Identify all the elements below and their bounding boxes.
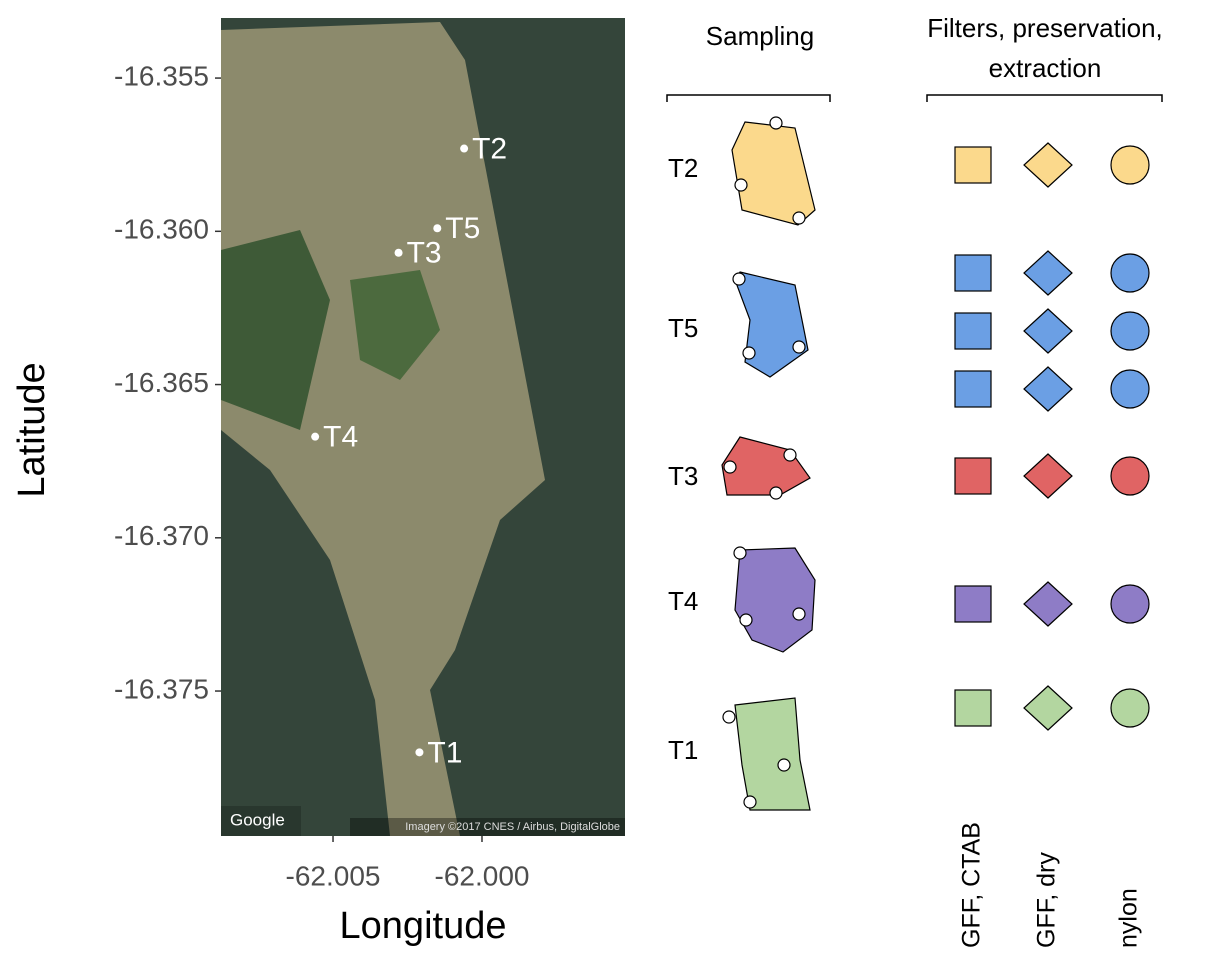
replicate-diamond [1024, 582, 1072, 626]
replicate-circle [1111, 585, 1149, 623]
site-marker [433, 224, 441, 232]
y-tick-label: -16.365 [114, 367, 209, 398]
replicate-square [955, 313, 991, 349]
sampling-point [724, 461, 736, 473]
replicate-circle [1111, 254, 1149, 292]
sampling-point [744, 796, 756, 808]
sampling-area [735, 698, 810, 810]
replicate-square [955, 458, 991, 494]
sampling-point [740, 614, 752, 626]
sample-label: T4 [668, 586, 698, 616]
replicate-circle [1111, 146, 1149, 184]
sample-label: T2 [668, 153, 698, 183]
filters-title: Filters, preservation, [927, 13, 1163, 43]
y-axis-title: Latitude [11, 362, 53, 497]
replicate-diamond [1024, 454, 1072, 498]
site-label: T2 [472, 132, 507, 165]
site-marker [395, 249, 403, 257]
replicate-circle [1111, 457, 1149, 495]
replicate-square [955, 147, 991, 183]
replicate-diamond [1024, 686, 1072, 730]
replicate-circle [1111, 312, 1149, 350]
sampling-area [735, 548, 815, 652]
column-label: nylon [1115, 888, 1143, 948]
y-tick-label: -16.360 [114, 214, 209, 245]
site-marker [460, 145, 468, 153]
sampling-point [784, 449, 796, 461]
sampling-point [778, 759, 790, 771]
replicate-circle [1111, 689, 1149, 727]
column-label: GFF, CTAB [958, 822, 986, 948]
sample-label: T3 [668, 461, 698, 491]
map-attribution: Google [230, 810, 285, 829]
sampling-point [770, 117, 782, 129]
x-axis-title: Longitude [340, 905, 507, 947]
sampling-point [733, 273, 745, 285]
sampling-point [793, 212, 805, 224]
site-label: T1 [427, 736, 462, 769]
replicate-square [955, 255, 991, 291]
sampling-point [793, 608, 805, 620]
sampling-point [770, 487, 782, 499]
sampling-point [743, 347, 755, 359]
replicate-diamond [1024, 367, 1072, 411]
sampling-point [793, 341, 805, 353]
y-tick-label: -16.375 [114, 673, 209, 704]
y-tick-label: -16.370 [114, 520, 209, 551]
x-tick-label: -62.000 [435, 860, 530, 891]
site-marker [415, 748, 423, 756]
replicate-square [955, 371, 991, 407]
replicate-diamond [1024, 251, 1072, 295]
filters-title: extraction [989, 53, 1102, 83]
site-label: T4 [323, 421, 358, 454]
sample-label: T1 [668, 735, 698, 765]
sampling-area [735, 272, 808, 377]
column-label: GFF, dry [1033, 852, 1061, 948]
figure: Google Imagery ©2017 CNES / Airbus, Digi… [0, 0, 1206, 955]
replicate-square [955, 586, 991, 622]
sampling-area [732, 122, 815, 225]
site-label: T3 [407, 237, 442, 270]
imagery-credit: Imagery ©2017 CNES / Airbus, DigitalGlob… [405, 821, 620, 833]
bracket [927, 95, 1162, 102]
replicate-square [955, 690, 991, 726]
sampling-point [735, 179, 747, 191]
sampling-point [723, 711, 735, 723]
x-tick-label: -62.005 [286, 860, 381, 891]
replicate-diamond [1024, 143, 1072, 187]
sampling-point [734, 547, 746, 559]
sample-label: T5 [668, 313, 698, 343]
site-marker [311, 433, 319, 441]
y-tick-label: -16.355 [114, 60, 209, 91]
replicate-diamond [1024, 309, 1072, 353]
site-label: T5 [445, 212, 480, 245]
replicate-circle [1111, 370, 1149, 408]
sampling-title: Sampling [706, 21, 814, 51]
bracket [667, 95, 830, 102]
